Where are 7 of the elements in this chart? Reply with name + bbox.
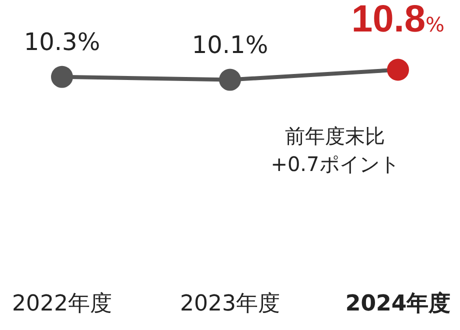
x-tick-label: 2024年度 (345, 290, 451, 317)
x-tick-label: 2023年度 (180, 292, 280, 317)
data-label: 10.8% (352, 0, 444, 41)
data-label: 10.1% (192, 30, 268, 59)
x-tick-label: 2022年度 (12, 292, 112, 317)
data-label: 10.3% (24, 28, 100, 56)
text: 前年度末比 +0.7ポイント (270, 123, 400, 178)
